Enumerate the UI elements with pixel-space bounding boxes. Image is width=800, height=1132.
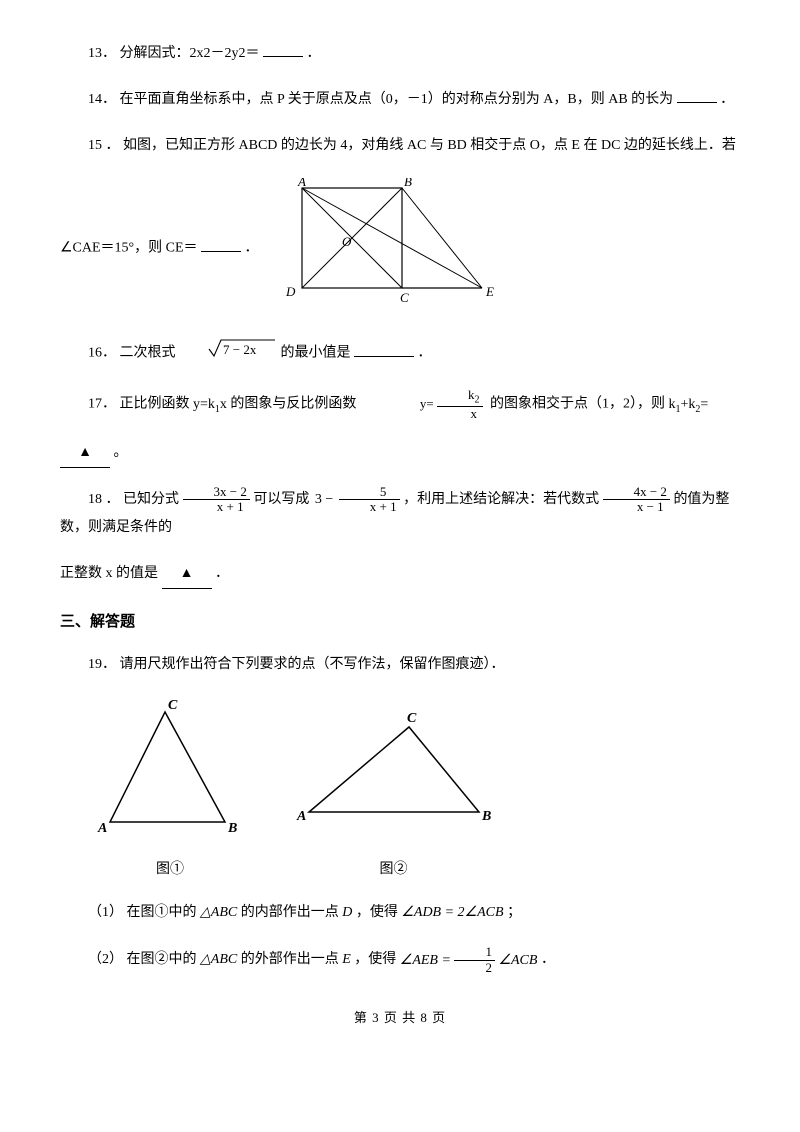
- q19-s1-t3: ，使得: [356, 905, 398, 920]
- q14-punct: ．: [720, 92, 734, 107]
- svg-text:7 − 2x: 7 − 2x: [223, 342, 257, 357]
- q18-num: 18 ．: [88, 492, 120, 507]
- q16-punct: ．: [418, 346, 432, 361]
- q18-frac3: 4x − 2 x − 1: [603, 485, 670, 515]
- q16-num: 16．: [88, 346, 116, 361]
- q19-s2-t3: ，使得: [354, 953, 396, 968]
- question-18: 18 ． 已知分式 3x − 2 x + 1 可以写成 3 − 5 x + 1 …: [60, 485, 740, 543]
- q19-s1-t1: 在图①中的: [127, 905, 197, 920]
- q15-punct: ．: [245, 241, 259, 256]
- q13-blank: [263, 42, 303, 57]
- question-13: 13． 分解因式：2x2－2y2＝ ．: [60, 40, 740, 68]
- q17-frac: y= k2 x: [364, 388, 483, 421]
- svg-text:A: A: [296, 809, 306, 824]
- q19-s2-n: （2）: [88, 953, 123, 968]
- q19-s2-t1: 在图②中的: [127, 953, 197, 968]
- question-18-line2: 正整数 x 的值是 ▲ ．: [60, 560, 740, 589]
- svg-text:C: C: [407, 711, 417, 726]
- q14-num: 14．: [88, 92, 116, 107]
- q15-blank: [201, 237, 241, 252]
- svg-text:B: B: [404, 178, 412, 189]
- svg-text:A: A: [297, 178, 306, 189]
- q17-t1: 正比例函数: [120, 397, 190, 412]
- svg-text:D: D: [285, 284, 296, 299]
- q14-text: 在平面直角坐标系中，点 P 关于原点及点（0，－1）的对称点分别为 A，B，则 …: [120, 92, 674, 107]
- q18-punct: ．: [215, 566, 229, 581]
- q17-t2: 的图象与反比例函数: [230, 397, 356, 412]
- q17-f3: k1+k2=: [669, 397, 709, 412]
- q15-num: 15 ．: [88, 138, 123, 153]
- q19-fig2: A B C 图②: [294, 697, 494, 884]
- q18-frac2: 5 x + 1: [339, 485, 400, 515]
- q15-figure: A B C D E O: [272, 178, 502, 319]
- q16-post: 的最小值是: [281, 346, 351, 361]
- svg-text:C: C: [400, 290, 409, 305]
- q19-num: 19．: [88, 657, 116, 672]
- q19-sub2: （2） 在图②中的 △ABC 的外部作出一点 E ，使得 ∠AEB = 1 2 …: [60, 945, 740, 975]
- question-19: 19． 请用尺规作出符合下列要求的点（不写作法，保留作图痕迹）．: [60, 651, 740, 679]
- q17-num: 17．: [88, 397, 116, 412]
- question-15: 15 ． 如图，已知正方形 ABCD 的边长为 4，对角线 AC 与 BD 相交…: [60, 132, 740, 160]
- question-15-line2: ∠CAE＝15°，则 CE＝ ． A B C D E O: [60, 178, 740, 319]
- q19-text: 请用尺规作出符合下列要求的点（不写作法，保留作图痕迹）．: [120, 657, 505, 672]
- q19-s2-tri: △ABC: [200, 953, 237, 968]
- q16-blank: [354, 342, 414, 357]
- q16-pre: 二次根式: [120, 346, 176, 361]
- q13-punct: ．: [307, 46, 321, 61]
- q17-blank: ▲: [60, 439, 110, 453]
- q18-frac1: 3x − 2 x + 1: [183, 485, 250, 515]
- q13-num: 13．: [88, 46, 116, 61]
- q14-blank: [677, 88, 717, 103]
- q18-t2: 可以写成: [253, 492, 309, 507]
- question-14: 14． 在平面直角坐标系中，点 P 关于原点及点（0，－1）的对称点分别为 A，…: [60, 86, 740, 114]
- q13-text: 分解因式：2x2－2y2＝: [120, 46, 260, 61]
- q19-fig2-cap: 图②: [294, 856, 494, 884]
- q19-s1-tri: △ABC: [200, 905, 237, 920]
- q18-mid: 3 −: [315, 492, 333, 507]
- q17-punct: 。: [114, 445, 128, 460]
- q19-s1-D: D: [342, 905, 352, 920]
- question-17-line2: ▲ 。: [60, 439, 740, 467]
- q19-sub1: （1） 在图①中的 △ABC 的内部作出一点 D ，使得 ∠ADB = 2∠AC…: [60, 899, 740, 927]
- q17-f1: y=k1x: [193, 397, 227, 412]
- page-footer: 第 3 页 共 8 页: [60, 1005, 740, 1031]
- q19-s2-punct: ．: [541, 953, 555, 968]
- q18-blank: ▲: [162, 560, 212, 589]
- q18-t1: 已知分式: [123, 492, 179, 507]
- q19-s2-t2: 的外部作出一点: [241, 953, 339, 968]
- section-3-title: 三、解答题: [60, 607, 740, 637]
- q19-s2-E: E: [342, 953, 351, 968]
- svg-text:B: B: [227, 821, 237, 836]
- q19-s1-punct: ；: [507, 905, 521, 920]
- q19-s1-t2: 的内部作出一点: [241, 905, 339, 920]
- q17-t3: 的图象相交于点（1，2），则: [490, 397, 665, 412]
- q19-s1-eq: ∠ADB = 2∠ACB: [401, 905, 503, 920]
- q19-fig1-cap: 图①: [90, 856, 250, 884]
- question-16: 16． 二次根式 7 − 2x 的最小值是 ．: [60, 337, 740, 370]
- q15-text2: ∠CAE＝15°，则 CE＝: [60, 241, 198, 256]
- svg-text:E: E: [485, 284, 494, 299]
- q19-s2-eq: ∠AEB = 1 2 ∠ACB: [400, 953, 541, 968]
- svg-text:O: O: [342, 234, 352, 249]
- svg-text:B: B: [481, 809, 491, 824]
- question-17: 17． 正比例函数 y=k1x 的图象与反比例函数 y= k2 x 的图象相交于…: [60, 388, 740, 421]
- q19-figures: A B C 图① A B C 图②: [90, 697, 740, 884]
- q19-s1-n: （1）: [88, 905, 123, 920]
- q18-cont: 正整数 x 的值是: [60, 566, 158, 581]
- q18-t3: ，利用上述结论解决：若代数式: [403, 492, 599, 507]
- q15-text1: 如图，已知正方形 ABCD 的边长为 4，对角线 AC 与 BD 相交于点 O，…: [123, 138, 736, 153]
- svg-text:A: A: [97, 821, 107, 836]
- q16-radical: 7 − 2x: [179, 337, 277, 370]
- q19-fig1: A B C 图①: [90, 697, 250, 884]
- svg-text:C: C: [168, 698, 178, 713]
